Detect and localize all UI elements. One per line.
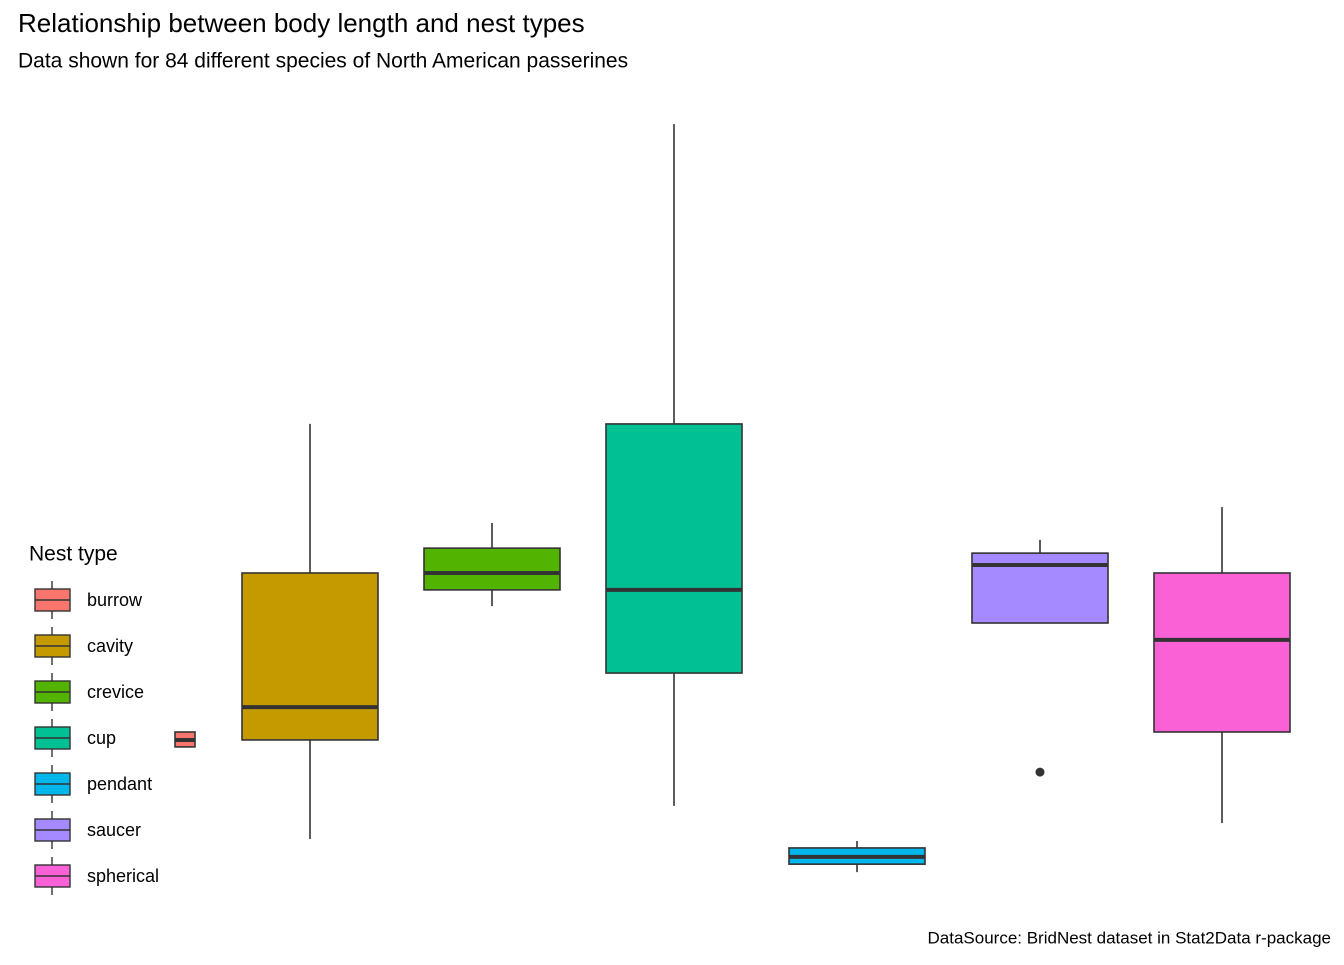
chart-subtitle: Data shown for 84 different species of N… — [18, 50, 628, 73]
legend-label: spherical — [87, 866, 159, 886]
legend-title: Nest type — [29, 543, 118, 566]
legend-label: burrow — [87, 590, 143, 610]
chart-title: Relationship between body length and nes… — [18, 8, 585, 38]
box — [605, 423, 743, 674]
legend-label: cavity — [87, 636, 133, 656]
legend-label: crevice — [87, 682, 144, 702]
box — [241, 572, 379, 741]
box — [1153, 572, 1291, 733]
chart-caption: DataSource: BridNest dataset in Stat2Dat… — [928, 928, 1332, 947]
box — [423, 547, 561, 591]
legend-label: pendant — [87, 774, 152, 794]
legend-label: saucer — [87, 820, 141, 840]
legend-label: cup — [87, 728, 116, 748]
outlier — [1035, 767, 1045, 777]
